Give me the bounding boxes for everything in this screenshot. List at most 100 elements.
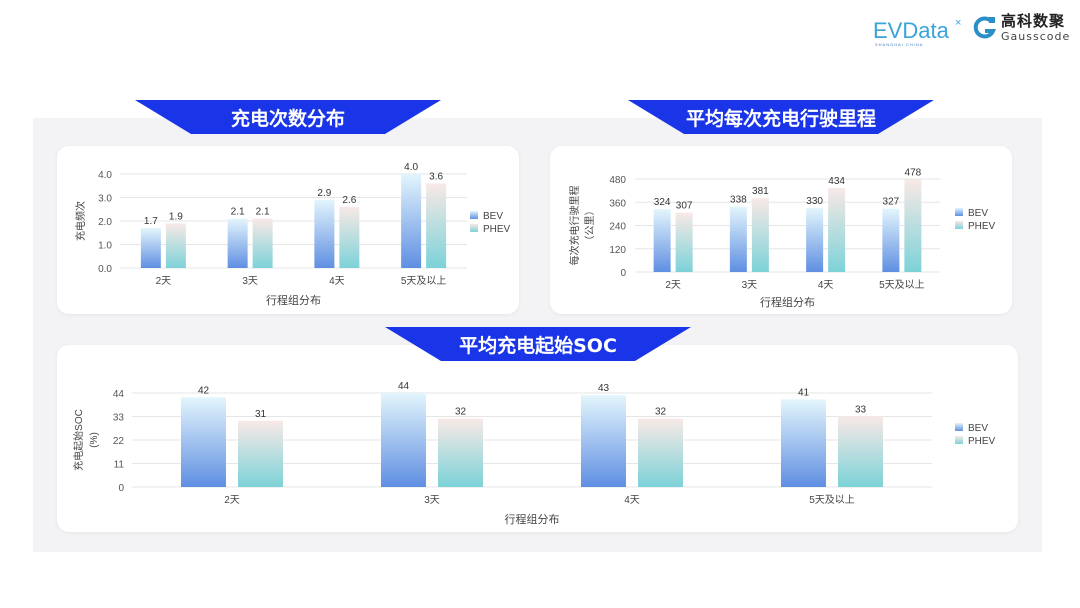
data-label: 33 [855, 405, 867, 416]
y-tick-label: 2.0 [98, 217, 112, 228]
evdata-logo-sub: SHANGHAI CHINA [875, 42, 923, 47]
legend-label: BEV [968, 208, 988, 219]
data-label: 338 [730, 195, 747, 206]
y-tick-label: 480 [609, 175, 626, 186]
data-label: 42 [198, 385, 210, 396]
bar-phev [165, 223, 186, 268]
section-title: 充电次数分布 [230, 107, 345, 130]
legend-swatch-bev [470, 211, 478, 219]
y-tick-label: 240 [609, 222, 626, 233]
data-label: 381 [752, 186, 769, 197]
data-label: 434 [828, 176, 845, 187]
y-tick-label: 22 [113, 436, 125, 447]
x-axis-label: 行程组分布 [266, 293, 321, 307]
legend-swatch-phev [955, 221, 963, 229]
legend-swatch-phev [470, 224, 478, 232]
x-tick-label: 2天 [156, 276, 172, 287]
y-tick-label: 11 [114, 460, 125, 471]
section-title: 平均每次充电行驶里程 [685, 107, 876, 130]
data-label: 330 [806, 196, 823, 207]
y-tick-label: 44 [113, 389, 125, 400]
legend-label: PHEV [968, 436, 996, 447]
x-tick-label: 3天 [742, 280, 758, 291]
y-tick-label: 4.0 [98, 170, 112, 181]
x-tick-label: 2天 [665, 280, 681, 291]
x-tick-label: 5天及以上 [809, 494, 855, 506]
legend-label: BEV [483, 211, 503, 222]
data-label: 44 [398, 381, 410, 392]
bar-phev [638, 418, 683, 487]
x-tick-label: 4天 [329, 276, 345, 287]
bar-phev [904, 179, 922, 272]
legend-label: PHEV [483, 224, 511, 235]
y-tick-label: 0 [118, 483, 124, 494]
data-label: 43 [598, 383, 610, 394]
y-tick-label: 0 [620, 268, 626, 279]
bar-bev [882, 208, 900, 272]
bar-phev [828, 187, 846, 272]
gausscode-logo: 高科数聚 Gausscode [972, 14, 1070, 42]
bar-bev [140, 228, 161, 268]
section-banner-charge-frequency: 充电次数分布 [135, 100, 441, 134]
data-label: 32 [655, 407, 667, 418]
evdata-logo-text: EVData [873, 18, 950, 43]
bar-phev [238, 420, 283, 487]
bar-bev [729, 206, 747, 272]
chart-card-avg-distance [550, 146, 1012, 314]
x-axis-label: 行程组分布 [505, 512, 560, 526]
bar-bev [653, 209, 671, 272]
bar-phev [838, 416, 883, 487]
gausscode-en: Gausscode [1001, 30, 1071, 43]
bar-phev [438, 418, 483, 487]
bar-bev [806, 208, 824, 272]
x-axis-label: 行程组分布 [760, 295, 815, 309]
gausscode-cn: 高科数聚 [1001, 12, 1066, 30]
bar-bev [781, 399, 826, 487]
data-label: 32 [455, 407, 467, 418]
gausscode-logo-icon [973, 16, 997, 39]
y-tick-label: 120 [609, 245, 626, 256]
y-tick-label: 1.0 [98, 241, 112, 252]
data-label: 2.1 [231, 207, 245, 218]
y-axis-label: (%) [89, 432, 100, 448]
data-label: 307 [676, 201, 693, 212]
legend-swatch-bev [955, 423, 963, 431]
evdata-logo-mark: EVData SHANGHAI CHINA × [873, 17, 961, 47]
legend-swatch-bev [955, 208, 963, 216]
y-tick-label: 3.0 [98, 194, 112, 205]
section-banner-start-soc: 平均充电起始SOC [385, 327, 691, 361]
bar-bev [314, 199, 335, 268]
bar-phev [252, 218, 273, 268]
data-label: 2.9 [317, 188, 331, 199]
data-label: 3.6 [429, 171, 443, 182]
y-tick-label: 360 [609, 198, 626, 209]
data-label: 2.1 [256, 207, 270, 218]
data-label: 1.7 [144, 216, 158, 227]
data-label: 327 [883, 197, 900, 208]
bar-bev [581, 395, 626, 487]
x-tick-label: 5天及以上 [879, 279, 925, 291]
x-tick-label: 2天 [224, 495, 240, 506]
bar-phev [339, 206, 360, 268]
bar-bev [181, 397, 226, 487]
data-label: 4.0 [404, 162, 418, 173]
bar-bev [401, 174, 422, 268]
data-label: 2.6 [342, 195, 356, 206]
y-axis-label: 每次充电行驶里程 [568, 186, 581, 266]
evdata-x-icon: × [955, 17, 961, 29]
bar-phev [751, 198, 769, 272]
y-axis-label: （公里） [584, 206, 596, 246]
data-label: 31 [255, 409, 267, 420]
data-label: 324 [654, 197, 671, 208]
x-tick-label: 3天 [424, 495, 440, 506]
legend-swatch-phev [955, 436, 963, 444]
data-label: 41 [798, 387, 810, 398]
y-axis-label: 充电起始SOC [72, 409, 85, 471]
y-tick-label: 33 [113, 413, 125, 424]
bar-bev [227, 218, 248, 268]
bar-bev [381, 393, 426, 487]
x-tick-label: 4天 [818, 280, 834, 291]
legend-label: BEV [968, 423, 988, 434]
legend-label: PHEV [968, 221, 996, 232]
